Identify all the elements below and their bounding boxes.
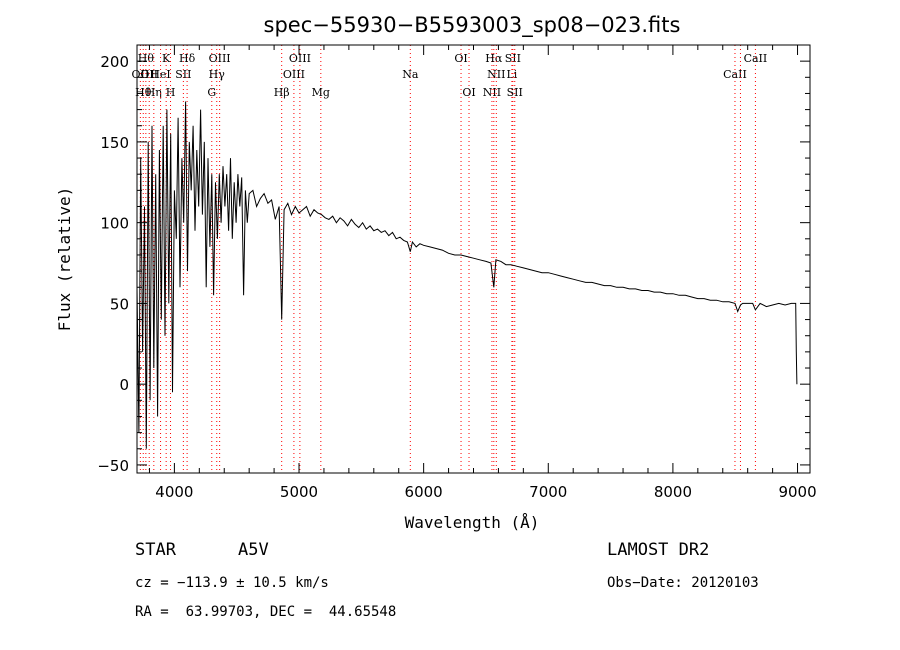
line-label: CaII [744,52,768,65]
line-label: OIII [283,68,305,81]
chart-title: spec−55930−B5593003_sp08−023.fits [264,13,681,38]
y-axis: −50 0 50 100 150 200 [97,53,810,475]
emission-line-markers: OIIHθHθOIIHηHeIKHSIIHδGHγOIIIHβOIIIOIIIM… [132,45,768,473]
y-tick-label: 200 [100,53,129,71]
line-label: SII [505,52,521,65]
line-label: Hθ [138,52,155,65]
line-label: K [162,52,171,65]
object-subclass: A5V [238,540,269,560]
survey-name: LAMOST DR2 [607,540,710,560]
spectrum-series [136,101,798,449]
line-label: Hη [146,86,162,99]
y-tick-label: −50 [97,457,129,475]
redshift-cz: cz = −113.9 ± 10.5 km/s [135,575,329,591]
line-label: CaII [723,68,747,81]
x-tick-label: 4000 [155,483,193,501]
y-tick-label: 0 [119,376,129,394]
x-tick-label: 8000 [654,483,692,501]
line-label: OI [454,52,467,65]
line-label: H [166,86,176,99]
line-label: NII [483,86,501,99]
y-axis-label: Flux (relative) [55,187,74,332]
line-label: Li [506,68,517,81]
line-label: Mg [312,86,330,99]
plot-frame [136,44,811,474]
line-label: Hδ [179,52,196,65]
x-axis: 4000 5000 6000 7000 8000 9000 [148,45,817,501]
x-tick-label: 5000 [280,483,318,501]
coordinates: RA = 63.99703, DEC = 44.65548 [135,604,397,620]
x-tick-label: 6000 [405,483,443,501]
object-class: STAR [135,540,176,560]
line-label: SII [175,68,191,81]
line-label: Hγ [209,68,226,81]
line-label: Hθ [135,86,152,99]
line-label: OII [132,68,150,81]
x-tick-label: 7000 [529,483,567,501]
y-tick-label: 100 [100,215,129,233]
x-axis-label: Wavelength (Å) [405,513,540,532]
line-label: OIII [289,52,311,65]
line-label: NII [487,68,505,81]
x-tick-label: 9000 [778,483,816,501]
y-tick-label: 50 [110,295,129,313]
line-label: OIII [209,52,231,65]
line-label: HeI [150,68,170,81]
spectrum-line [136,101,798,449]
line-label: Hβ [274,86,290,99]
line-label: Na [402,68,419,81]
observation-date: Obs−Date: 20120103 [607,575,759,591]
line-label: SII [507,86,523,99]
line-label: OI [462,86,475,99]
line-label: G [207,86,216,99]
line-label: Hα [485,52,503,65]
y-tick-label: 150 [100,134,129,152]
